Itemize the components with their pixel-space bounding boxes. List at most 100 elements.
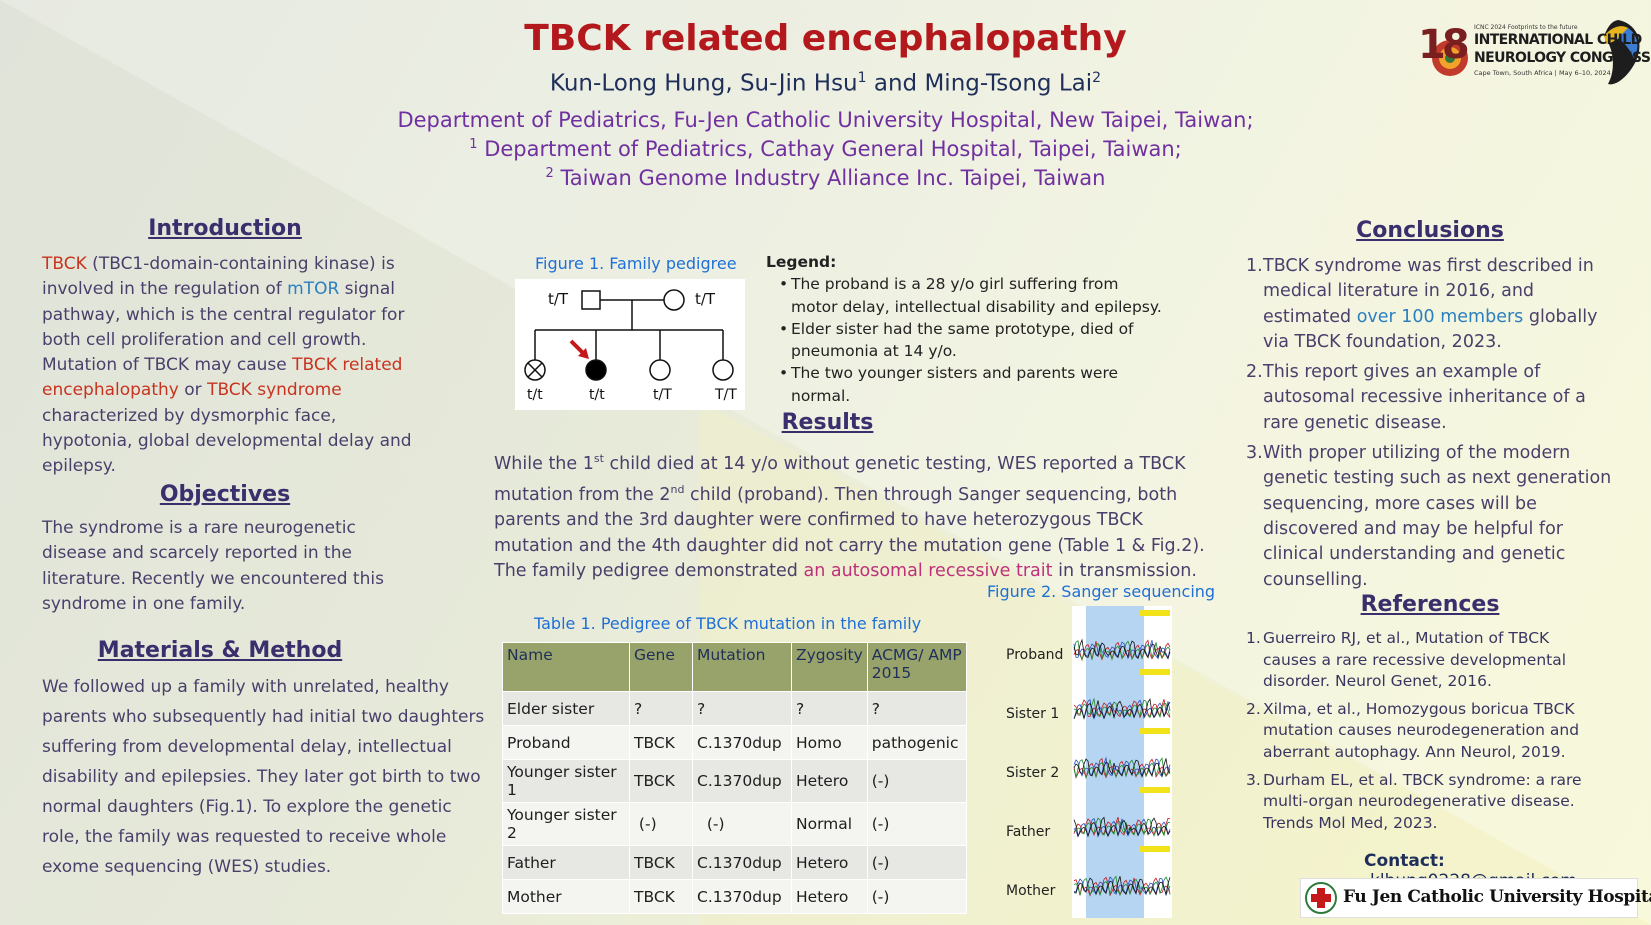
- affiliation-sup: 1: [469, 137, 478, 152]
- sanger-trace-line: [1073, 817, 1171, 838]
- conclusion-highlight: over 100 members: [1356, 306, 1524, 327]
- conclusion-text: globally via TBCK foundation, 2023.: [1263, 306, 1598, 352]
- legend-list: The proband is a 28 y/o girl suffering f…: [778, 273, 1166, 407]
- reference-item: 2. Xilma, et al., Homozygous boricua TBCK…: [1246, 699, 1606, 764]
- sanger-trace-line: [1073, 697, 1171, 719]
- table-cell: Normal: [791, 802, 868, 846]
- congress-logo-graphic: [1432, 20, 1640, 85]
- results-text-part: in transmission.: [1052, 560, 1197, 581]
- table-cell: C.1370dup: [692, 845, 792, 880]
- results-text-part: child (proband). Then through Sanger seq…: [494, 484, 1205, 581]
- conclusion-item: 2. This report gives an example of autoso…: [1246, 360, 1616, 436]
- pedigree-table: Name Gene Mutation Zygosity ACMG/ AMP 20…: [502, 642, 967, 914]
- results-text-part: While the 1: [494, 453, 594, 474]
- conclusions-items: 1. TBCK syndrome was first described in m…: [1246, 254, 1616, 593]
- pedigree-child-genotype: t/t: [527, 387, 543, 403]
- references-heading: References: [1360, 592, 1500, 617]
- introduction-segment: mTOR: [287, 279, 340, 300]
- pedigree-child-genotype: t/T: [653, 387, 672, 403]
- table-cell: TBCK: [629, 759, 693, 803]
- affiliation-text: Taiwan Genome Industry Alliance Inc. Tai…: [553, 166, 1106, 190]
- sanger-trace-line: [1073, 816, 1171, 838]
- table-cell: Hetero: [791, 759, 868, 803]
- table-cell: ?: [866, 691, 967, 726]
- sanger-trace-line: [1073, 698, 1171, 720]
- reference-text: Guerreiro RJ, et al., Mutation of TBCK c…: [1263, 629, 1567, 691]
- table-cell: Younger sister 1: [502, 759, 630, 803]
- table-cell: Mother: [502, 879, 630, 914]
- sanger-trace-line: [1073, 876, 1171, 896]
- reference-text: Durham EL, et al. TBCK syndrome: a rare …: [1263, 770, 1582, 832]
- pedigree-father-genotype: t/T: [548, 290, 569, 308]
- table-cell: (-): [866, 845, 967, 880]
- table-row: Younger sister 2 (-) (-) Normal (-): [502, 802, 967, 846]
- pedigree-child-genotype: t/t: [589, 387, 605, 403]
- affiliation-2: 2 Taiwan Genome Industry Alliance Inc. T…: [0, 166, 1651, 190]
- authors-sup-2: 2: [1092, 70, 1102, 86]
- table-header-cell: ACMG/ AMP 2015: [866, 642, 967, 692]
- sanger-trace-line: [1073, 699, 1171, 719]
- table-cell: (-): [866, 802, 967, 846]
- results-superscript: nd: [670, 483, 685, 497]
- objectives-heading: Objectives: [159, 482, 291, 507]
- conclusion-number: 3.: [1246, 443, 1263, 464]
- affiliation-text: Department of Pediatrics, Cathay General…: [477, 137, 1182, 161]
- table-cell: C.1370dup: [692, 759, 792, 803]
- table-cell: (-): [866, 879, 967, 914]
- congress-small-text: ICNC 2024 Footprints to the future: [1474, 24, 1578, 31]
- sanger-trace-line: [1073, 758, 1171, 778]
- table-row: Younger sister 1 TBCK C.1370dup Hetero (…: [502, 759, 967, 803]
- sanger-trace-line: [1073, 638, 1171, 660]
- introduction-segment: or: [178, 380, 208, 401]
- hospital-logo: Fu Jen Catholic University Hospital: [1300, 878, 1651, 918]
- sanger-base-call-highlight: [1140, 728, 1170, 734]
- table-row: Mother TBCK C.1370dup Hetero (-): [502, 879, 967, 914]
- hospital-cross-icon: [1305, 882, 1337, 914]
- reference-number: 2.: [1246, 699, 1261, 718]
- methods-heading: Materials & Method: [97, 638, 343, 663]
- table-header-row: Name Gene Mutation Zygosity ACMG/ AMP 20…: [502, 642, 967, 692]
- table-cell: Proband: [502, 725, 630, 760]
- table-header-cell: Name: [502, 642, 630, 692]
- table-cell: Hetero: [791, 845, 868, 880]
- sanger-label: Proband: [1006, 647, 1064, 663]
- table1-caption: Table 1. Pedigree of TBCK mutation in th…: [534, 614, 922, 633]
- reference-item: 1. Guerreiro RJ, et al., Mutation of TBCK…: [1246, 628, 1606, 693]
- table-cell: (-): [866, 759, 967, 803]
- results-highlight: an autosomal recessive trait: [803, 560, 1053, 581]
- affiliation-1: 1 Department of Pediatrics, Cathay Gener…: [0, 137, 1651, 161]
- introduction-text: TBCK (TBC1-domain-containing kinase) is …: [42, 252, 412, 480]
- table-cell: C.1370dup: [692, 879, 792, 914]
- objectives-text: The syndrome is a rare neurogenetic dise…: [42, 518, 384, 614]
- conclusion-number: 2.: [1246, 362, 1263, 383]
- sanger-trace-line: [1073, 640, 1171, 660]
- sanger-trace-line: [1073, 876, 1171, 897]
- table-cell: Homo: [791, 725, 868, 760]
- pedigree-figure: t/T t/T t/t t/t t/T T/T: [515, 279, 745, 410]
- results-text: While the 1st child died at 14 y/o witho…: [494, 446, 1214, 584]
- congress-line-3: Cape Town, South Africa | May 6–10, 2024: [1474, 69, 1611, 77]
- pedigree-mother-genotype: t/T: [695, 290, 716, 308]
- table-cell: ?: [629, 691, 693, 726]
- table-cell: TBCK: [629, 879, 693, 914]
- authors-part-2: and Ming-Tsong Lai: [866, 70, 1093, 97]
- table-header-cell: Mutation: [692, 642, 792, 692]
- sanger-label: Sister 2: [1006, 765, 1060, 781]
- legend-item: The proband is a 28 y/o girl suffering f…: [779, 273, 1166, 318]
- poster-title: TBCK related encephalopathy: [524, 18, 1127, 59]
- conclusions-heading: Conclusions: [1356, 218, 1504, 243]
- conclusion-item: 3. With proper utilizing of the modern ge…: [1246, 441, 1616, 593]
- table-cell: (-): [629, 802, 693, 846]
- table-cell: ?: [791, 691, 868, 726]
- introduction-segment: signal pathway, which is the central reg…: [42, 279, 405, 376]
- sanger-base-call-highlight: [1140, 846, 1170, 852]
- table-cell: Hetero: [791, 879, 868, 914]
- sanger-highlight-band: [1086, 606, 1144, 918]
- sanger-label: Father: [1006, 824, 1051, 840]
- pedigree-child-genotype: T/T: [715, 387, 737, 403]
- conclusion-item: 1. TBCK syndrome was first described in m…: [1246, 254, 1616, 355]
- pedigree-diagram: [524, 289, 734, 381]
- authors-part-1: Kun-Long Hung, Su-Jin Hsu: [549, 70, 858, 97]
- introduction-segment: TBCK related encephalopathy: [42, 355, 403, 401]
- conclusion-text: With proper utilizing of the modern gene…: [1263, 443, 1612, 590]
